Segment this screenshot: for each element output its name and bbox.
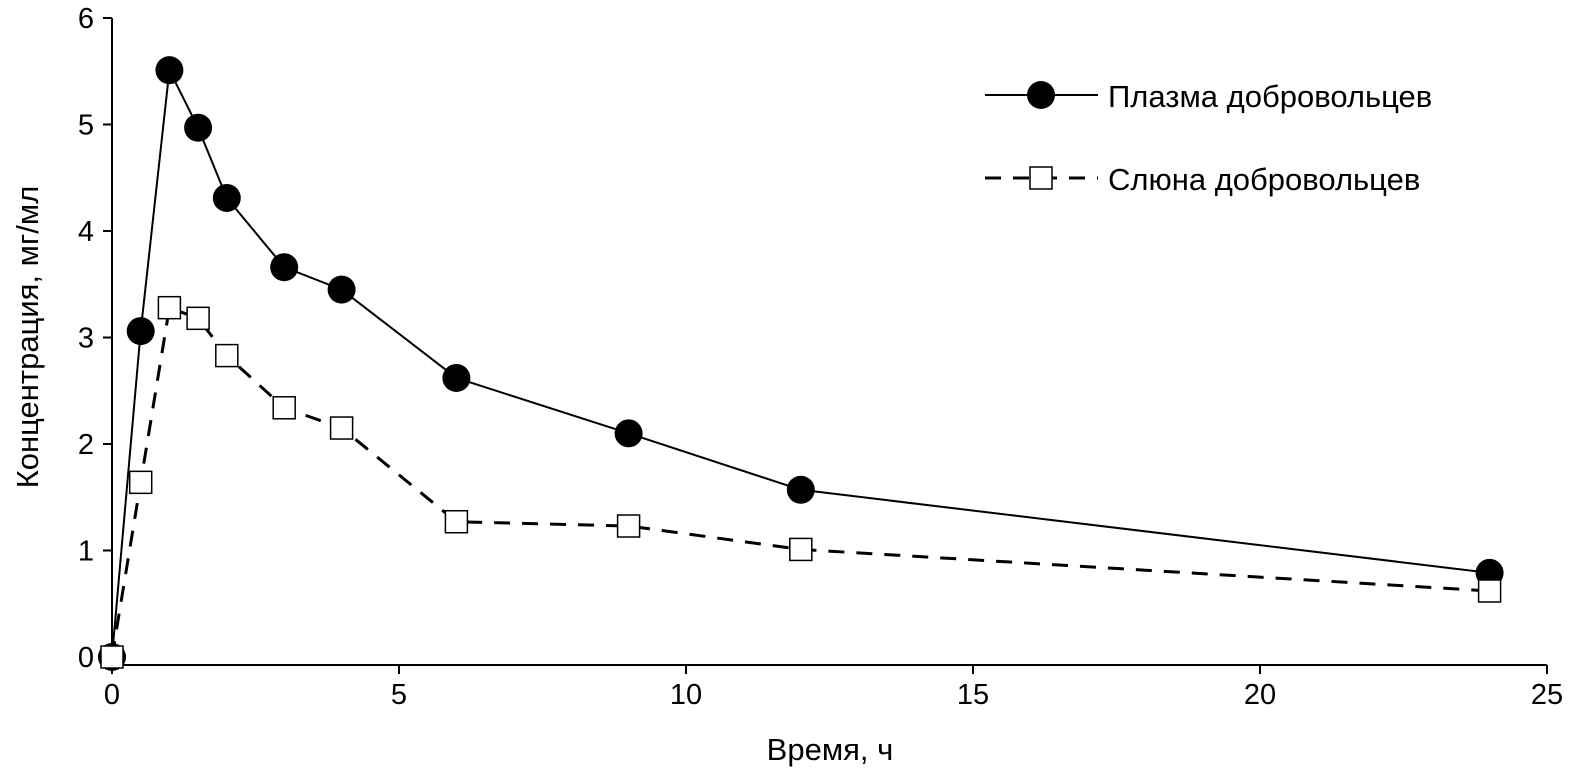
x-tick-label: 0 [104,679,120,711]
data-point-saliva [444,509,469,534]
data-point-plasma [212,183,241,212]
x-axis-label: Время, ч [767,732,894,767]
y-tick-label: 3 [78,323,94,355]
y-tick-label: 0 [78,642,94,674]
data-point-plasma [126,317,155,346]
x-tick-label: 5 [391,679,407,711]
series-line-plasma [111,66,1490,658]
series-layer [98,56,1504,671]
data-point-saliva [789,537,813,562]
legend-label-saliva: Слюна добровольцев [1108,162,1420,197]
data-point-plasma [442,363,471,392]
data-point-saliva [616,514,641,538]
x-tick-label: 20 [1244,679,1276,711]
legend-marker-plasma [1027,81,1055,109]
y-tick-label: 6 [78,3,94,35]
y-tick-label: 2 [78,429,94,461]
data-point-plasma [184,113,213,142]
x-tick-label: 15 [957,679,989,711]
data-point-plasma [327,275,356,304]
data-point-saliva [128,470,153,495]
legend-marker-saliva [1029,166,1053,190]
data-point-saliva [100,645,124,669]
y-tick-label: 4 [78,216,94,248]
legend: Плазма добровольцев Слюна добровольцев [985,79,1432,197]
data-point-plasma [786,475,815,504]
legend-label-plasma: Плазма добровольцев [1108,79,1432,114]
y-tick-label: 5 [78,110,94,142]
y-tick-label: 1 [78,536,94,568]
data-point-plasma [270,253,299,282]
data-point-saliva [215,343,239,368]
data-point-saliva [157,295,182,320]
data-point-plasma [614,419,643,448]
data-point-saliva [1477,579,1502,603]
x-tick-label: 25 [1531,679,1563,711]
axes: 0 5 10 15 20 25 0 1 2 3 4 5 6 [78,3,1563,711]
data-point-plasma [155,56,184,85]
data-point-saliva [329,416,354,440]
data-point-saliva [272,396,296,420]
y-axis-label: Концентрация, мг/мл [10,186,45,489]
data-point-saliva [186,306,210,331]
x-tick-label: 10 [670,679,702,711]
